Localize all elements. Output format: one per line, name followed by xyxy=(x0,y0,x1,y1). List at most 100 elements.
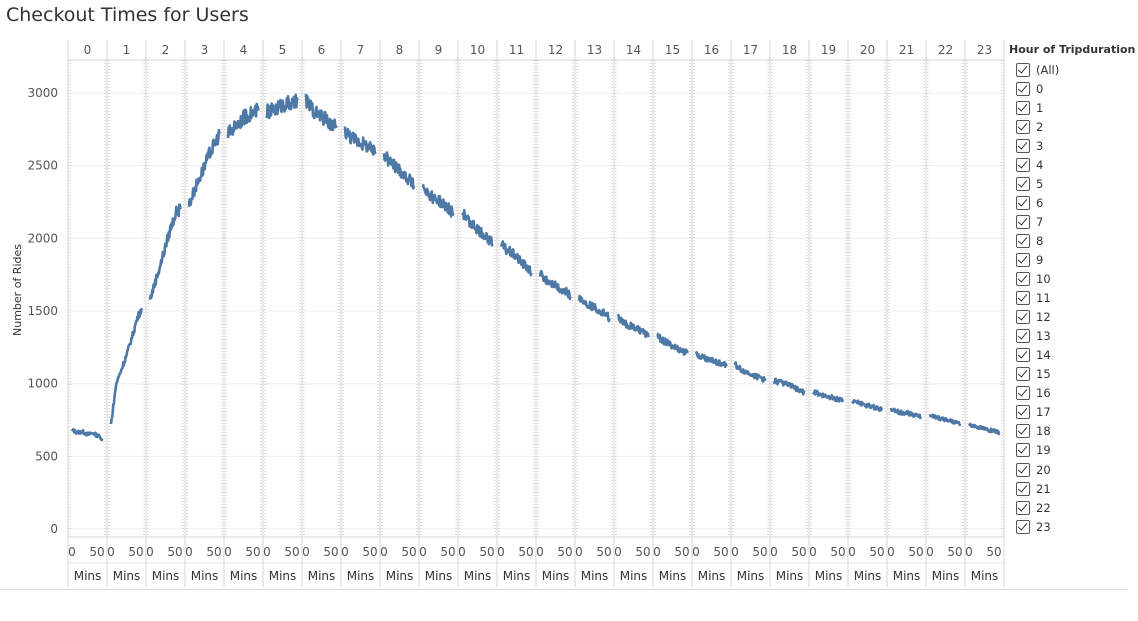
line-chart: 0 1 2 3 4 5 6 7 8 9 10 11 12 13 14 15 16 17 18 19 20 21 22 23 0… xyxy=(11,40,1005,587)
legend-item[interactable]: 14 xyxy=(1008,346,1136,365)
checkbox-checked-icon[interactable] xyxy=(1016,405,1030,420)
legend-item[interactable]: 0 xyxy=(1008,79,1136,98)
x-unit-label: Mins xyxy=(659,569,687,583)
checkbox-checked-icon[interactable] xyxy=(1016,176,1030,191)
legend-item[interactable]: 12 xyxy=(1008,308,1136,327)
legend-item-label: 14 xyxy=(1036,348,1051,363)
legend-item[interactable]: 19 xyxy=(1008,441,1136,460)
legend-item-label: 19 xyxy=(1036,443,1051,458)
legend-item[interactable]: 10 xyxy=(1008,270,1136,289)
legend-item[interactable]: 8 xyxy=(1008,231,1136,250)
x-tick-label: 50 xyxy=(635,545,650,559)
x-unit-label: Mins xyxy=(347,569,375,583)
legend-item[interactable]: 22 xyxy=(1008,498,1136,517)
series-line-hour-4 xyxy=(226,102,260,138)
checkbox-checked-icon[interactable] xyxy=(1016,291,1030,306)
checkbox-checked-icon[interactable] xyxy=(1016,138,1030,153)
checkbox-checked-icon[interactable] xyxy=(1016,157,1030,172)
checkbox-checked-icon[interactable] xyxy=(1016,519,1030,534)
checkbox-checked-icon[interactable] xyxy=(1016,481,1030,496)
x-tick-label: 50 xyxy=(986,545,1001,559)
checkbox-checked-icon[interactable] xyxy=(1016,386,1030,401)
legend-item[interactable]: 13 xyxy=(1008,327,1136,346)
checkbox-checked-icon[interactable] xyxy=(1016,310,1030,325)
panel-header-label: 6 xyxy=(318,43,326,57)
hour-panels: 0 1 2 3 4 5 6 7 8 9 10 11 12 13 14 15 16 17 18 19 20 21 22 23 xyxy=(67,40,1005,587)
legend-item[interactable]: 6 xyxy=(1008,193,1136,212)
legend-item[interactable]: 11 xyxy=(1008,289,1136,308)
divider xyxy=(0,589,1128,590)
legend-item[interactable]: 4 xyxy=(1008,155,1136,174)
x-unit-label: Mins xyxy=(815,569,843,583)
x-tick-label: 50 xyxy=(830,545,845,559)
panel-header-label: 2 xyxy=(162,43,170,57)
checkbox-checked-icon[interactable] xyxy=(1016,119,1030,134)
legend-item[interactable]: 20 xyxy=(1008,460,1136,479)
legend-item[interactable]: 16 xyxy=(1008,384,1136,403)
y-tick-label: 2500 xyxy=(27,159,58,173)
panel-header-label: 13 xyxy=(587,43,602,57)
checkbox-checked-icon[interactable] xyxy=(1016,462,1030,477)
x-unit-label: Mins xyxy=(74,569,102,583)
panel-header-label: 10 xyxy=(470,43,485,57)
x-unit-label: Mins xyxy=(542,569,570,583)
x-tick-label: 50 xyxy=(89,545,104,559)
series-group xyxy=(70,93,1001,442)
checkbox-checked-icon[interactable] xyxy=(1016,443,1030,458)
series-line-hour-7 xyxy=(343,126,377,156)
checkbox-checked-icon[interactable] xyxy=(1016,272,1030,287)
checkbox-checked-icon[interactable] xyxy=(1016,500,1030,515)
legend-item[interactable]: 18 xyxy=(1008,422,1136,441)
legend-item[interactable]: 9 xyxy=(1008,250,1136,269)
checkbox-checked-icon[interactable] xyxy=(1016,195,1030,210)
x-unit-label: Mins xyxy=(425,569,453,583)
x-tick-label: 50 xyxy=(362,545,377,559)
legend-item[interactable]: 17 xyxy=(1008,403,1136,422)
checkbox-checked-icon[interactable] xyxy=(1016,367,1030,382)
x-tick-label: 50 xyxy=(713,545,728,559)
checkbox-checked-icon[interactable] xyxy=(1016,233,1030,248)
legend-item[interactable]: 3 xyxy=(1008,136,1136,155)
legend-item[interactable]: 15 xyxy=(1008,365,1136,384)
checkbox-checked-icon[interactable] xyxy=(1016,62,1030,77)
legend-item[interactable]: 23 xyxy=(1008,517,1136,536)
series-line-hour-18 xyxy=(772,377,806,396)
panel-header-label: 11 xyxy=(509,43,524,57)
legend-item[interactable]: 1 xyxy=(1008,98,1136,117)
x-unit-label: Mins xyxy=(113,569,141,583)
legend-item[interactable]: 2 xyxy=(1008,117,1136,136)
legend-item[interactable]: 7 xyxy=(1008,212,1136,231)
x-unit-label: Mins xyxy=(698,569,726,583)
checkbox-checked-icon[interactable] xyxy=(1016,329,1030,344)
series-line-hour-3 xyxy=(187,128,221,208)
legend-item-label: 18 xyxy=(1036,424,1051,439)
legend-item[interactable]: 21 xyxy=(1008,479,1136,498)
series-line-hour-22 xyxy=(928,413,962,427)
y-tick-label: 0 xyxy=(50,522,58,536)
x-tick-label: 50 xyxy=(869,545,884,559)
x-tick-label: 50 xyxy=(791,545,806,559)
checkbox-checked-icon[interactable] xyxy=(1016,100,1030,115)
x-tick-label: 0 xyxy=(926,545,934,559)
legend-item-label: 0 xyxy=(1036,81,1044,96)
series-line-hour-21 xyxy=(889,407,923,420)
checkbox-checked-icon[interactable] xyxy=(1016,214,1030,229)
series-line-hour-23 xyxy=(967,422,1001,436)
panel-header-label: 22 xyxy=(938,43,953,57)
x-tick-label: 0 xyxy=(614,545,622,559)
legend-item[interactable]: 5 xyxy=(1008,174,1136,193)
checkbox-checked-icon[interactable] xyxy=(1016,424,1030,439)
panel-header-label: 0 xyxy=(84,43,92,57)
x-tick-label: 50 xyxy=(128,545,143,559)
checkbox-checked-icon[interactable] xyxy=(1016,81,1030,96)
legend-item-label: 2 xyxy=(1036,119,1044,134)
y-axis: 0 500 1000 1500 2000 2500 3000 xyxy=(27,86,58,536)
x-tick-label: 0 xyxy=(887,545,895,559)
legend-item-label: 16 xyxy=(1036,386,1051,401)
panel-header-label: 8 xyxy=(396,43,404,57)
checkbox-checked-icon[interactable] xyxy=(1016,348,1030,363)
series-line-hour-15 xyxy=(656,332,689,356)
checkbox-checked-icon[interactable] xyxy=(1016,252,1030,267)
x-tick-label: 50 xyxy=(440,545,455,559)
legend-item[interactable]: (All) xyxy=(1008,60,1136,79)
